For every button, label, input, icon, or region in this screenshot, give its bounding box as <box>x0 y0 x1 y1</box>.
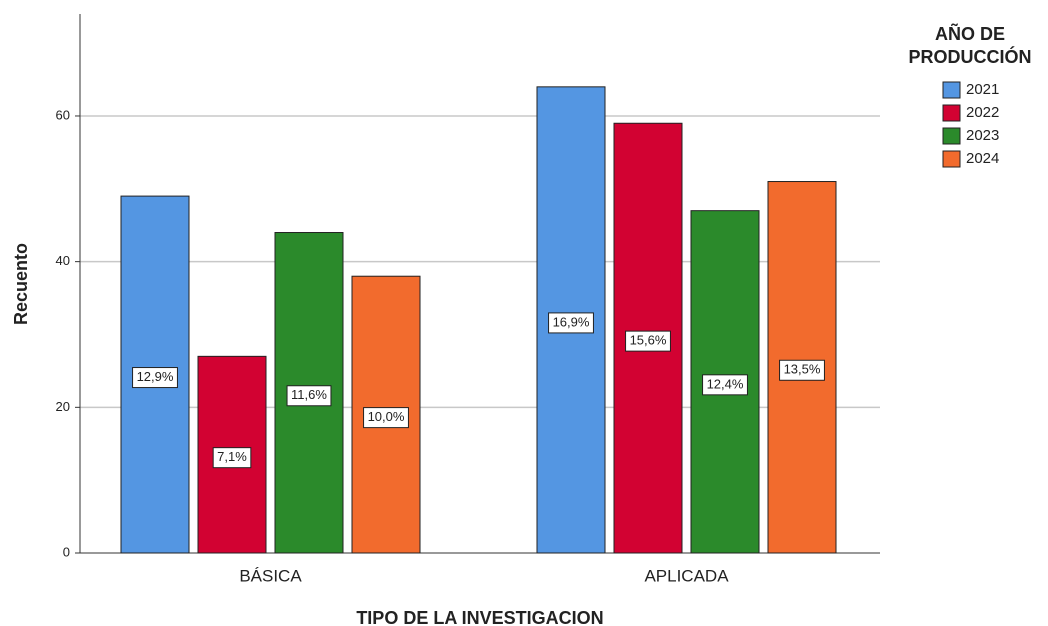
legend-label: 2022 <box>966 104 999 121</box>
y-axis-title: Recuento <box>11 243 31 325</box>
data-label-text: 12,4% <box>707 376 744 391</box>
data-label: 12,4% <box>702 374 748 396</box>
data-label-text: 12,9% <box>137 369 174 384</box>
data-label-box <box>779 359 825 381</box>
data-label: 12,9% <box>132 367 178 389</box>
legend-swatch <box>942 81 961 99</box>
data-label-box <box>363 407 409 429</box>
x-axis-title: TIPO DE LA INVESTIGACION <box>356 608 603 626</box>
data-label: 13,5% <box>779 359 825 381</box>
data-label-text: 16,9% <box>553 314 590 329</box>
legend-label: 2021 <box>966 81 999 98</box>
y-tick-label: 40 <box>56 253 70 268</box>
data-label-box <box>548 312 594 334</box>
data-label-box <box>625 330 671 352</box>
data-label: 7,1% <box>212 447 252 469</box>
legend-swatch <box>942 150 961 168</box>
data-label: 16,9% <box>548 312 594 334</box>
x-tick-label: APLICADA <box>644 566 729 585</box>
legend-label: 2024 <box>966 150 999 167</box>
data-label-box <box>132 367 178 389</box>
legend-swatch <box>942 127 961 145</box>
y-tick-label: 60 <box>56 107 70 122</box>
legend-title: PRODUCCIÓN <box>908 46 1031 67</box>
y-tick-label: 0 <box>63 544 70 559</box>
data-label: 11,6% <box>286 385 332 407</box>
data-label: 15,6% <box>625 330 671 352</box>
data-label-text: 11,6% <box>291 387 327 402</box>
data-label-box <box>702 374 748 396</box>
y-tick-label: 20 <box>56 399 70 414</box>
data-label-box <box>286 385 332 407</box>
data-label-box <box>212 447 252 469</box>
data-label-text: 15,6% <box>630 333 667 348</box>
legend-label: 2023 <box>966 127 999 144</box>
data-label-text: 10,0% <box>368 409 405 424</box>
data-label: 10,0% <box>363 407 409 429</box>
data-label-text: 13,5% <box>784 362 821 377</box>
legend-title: AÑO DE <box>935 23 1005 44</box>
legend-swatch <box>942 104 961 122</box>
data-label-text: 7,1% <box>217 449 247 464</box>
x-tick-label: BÁSICA <box>239 566 302 585</box>
